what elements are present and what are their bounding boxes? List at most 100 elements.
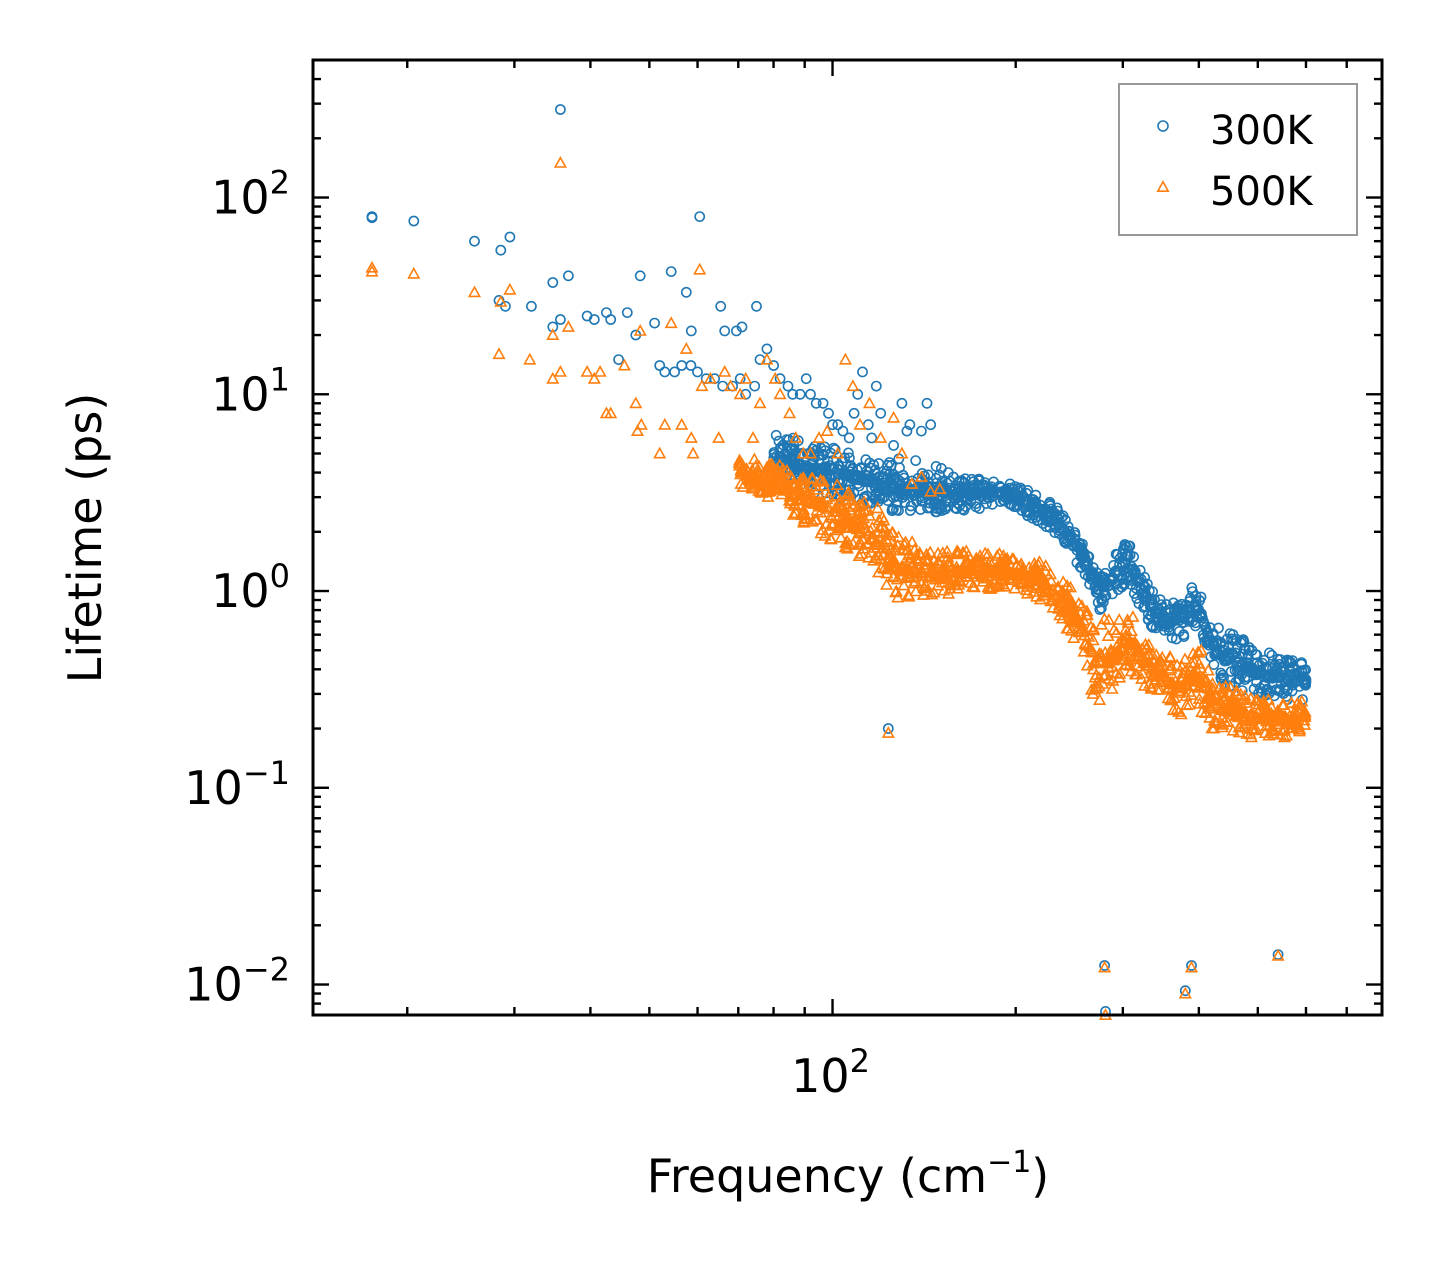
band-point-500k: [773, 458, 787, 471]
band-point-500k: [747, 452, 761, 465]
band-point-500k: [1149, 648, 1163, 661]
band-point-500k: [855, 546, 869, 559]
data-point-300k: [649, 317, 660, 329]
band-point-500k: [1189, 669, 1203, 682]
data-point-500k: [467, 285, 482, 298]
y-tick-label-base: 10: [211, 367, 270, 421]
band-point-500k: [812, 497, 826, 510]
y-tick-label-exp: −2: [243, 951, 290, 989]
band-point-500k: [1083, 640, 1097, 653]
band-point-300k: [789, 458, 800, 470]
band-point-300k: [1112, 584, 1124, 595]
band-point-500k: [918, 557, 932, 570]
band-point-500k: [916, 588, 930, 600]
data-point-300k: [555, 104, 566, 115]
band-point-500k: [854, 537, 869, 550]
band-point-500k: [818, 528, 832, 541]
band-point-500k: [1055, 589, 1070, 602]
band-point-300k: [1030, 489, 1042, 501]
band-point-500k: [1297, 710, 1311, 722]
band-point-300k: [1032, 502, 1044, 514]
band-point-300k: [1054, 525, 1066, 537]
band-point-500k: [978, 546, 992, 559]
y-tick-label: 101: [211, 360, 290, 421]
legend-marker-300k-symbol: [1157, 120, 1169, 132]
legend-label-500k: 500K: [1210, 169, 1314, 215]
band-point-300k: [1090, 586, 1102, 598]
band-point-300k: [1231, 642, 1243, 654]
band-point-500k: [908, 542, 922, 555]
band-point-500k: [793, 482, 807, 494]
band-point-300k: [1123, 540, 1135, 552]
band-point-500k: [866, 532, 880, 545]
band-point-500k: [852, 549, 866, 562]
band-point-500k: [1018, 566, 1032, 579]
band-point-500k: [901, 548, 915, 561]
data-point-500k: [812, 431, 826, 443]
band-point-500k: [981, 547, 995, 560]
data-point-300k: [875, 407, 887, 419]
band-point-500k: [840, 487, 855, 500]
band-point-300k: [1110, 567, 1122, 578]
band-point-300k: [953, 490, 964, 502]
band-point-300k: [1015, 493, 1027, 505]
band-point-500k: [912, 554, 926, 567]
data-point-500k: [604, 406, 618, 419]
band-point-500k: [799, 512, 814, 525]
data-point-300k: [866, 432, 878, 444]
data-point-500k: [768, 371, 782, 384]
band-point-300k: [1218, 672, 1229, 684]
band-point-300k: [1156, 602, 1168, 614]
legend: 300K 500K: [1118, 83, 1358, 236]
band-point-500k: [1056, 592, 1070, 605]
data-point-500k: [760, 352, 774, 365]
data-point-300k: [827, 419, 838, 431]
band-point-500k: [1184, 671, 1199, 683]
band-point-300k: [1128, 551, 1139, 563]
band-point-300k: [1243, 644, 1255, 656]
y-tick-label-exp: 1: [270, 360, 290, 398]
band-point-500k: [1101, 629, 1115, 642]
band-point-500k: [998, 558, 1012, 571]
band-point-500k: [1231, 704, 1245, 717]
band-point-500k: [834, 530, 848, 543]
band-point-300k: [1079, 569, 1091, 580]
band-point-500k: [1033, 592, 1047, 605]
data-point-300k: [904, 419, 916, 431]
band-point-500k: [1080, 604, 1094, 617]
data-point-500k: [724, 379, 738, 392]
band-point-500k: [1028, 560, 1042, 573]
band-point-500k: [752, 459, 766, 472]
band-point-300k: [1281, 691, 1292, 702]
data-point-300k: [832, 419, 844, 431]
band-point-300k: [1016, 505, 1028, 516]
band-point-500k: [814, 526, 828, 539]
band-point-500k: [800, 493, 814, 506]
band-point-500k: [1055, 611, 1070, 624]
band-point-500k: [1199, 706, 1213, 719]
data-point-500k: [924, 484, 938, 497]
data-point-500k: [679, 342, 693, 354]
band-point-300k: [832, 467, 844, 479]
band-point-500k: [756, 469, 770, 482]
band-point-500k: [844, 493, 858, 506]
band-point-500k: [857, 511, 871, 524]
band-point-500k: [1094, 617, 1109, 630]
data-point-300k: [749, 380, 761, 392]
band-point-500k: [1046, 583, 1060, 596]
band-point-300k: [1011, 483, 1023, 495]
band-point-500k: [855, 498, 869, 511]
band-point-500k: [877, 562, 891, 574]
data-point-300k: [692, 366, 703, 378]
band-point-500k: [1206, 682, 1220, 695]
y-tick-label: 10−1: [184, 754, 290, 815]
band-point-500k: [1154, 654, 1168, 667]
data-point-300k: [884, 457, 895, 468]
band-point-300k: [1266, 649, 1278, 661]
band-point-500k: [976, 574, 990, 587]
band-point-500k: [1087, 682, 1101, 695]
band-point-300k: [812, 464, 824, 476]
x-tick-label-exp: 2: [850, 1042, 870, 1080]
data-point-300k: [504, 231, 516, 243]
data-point-300k: [547, 277, 559, 288]
